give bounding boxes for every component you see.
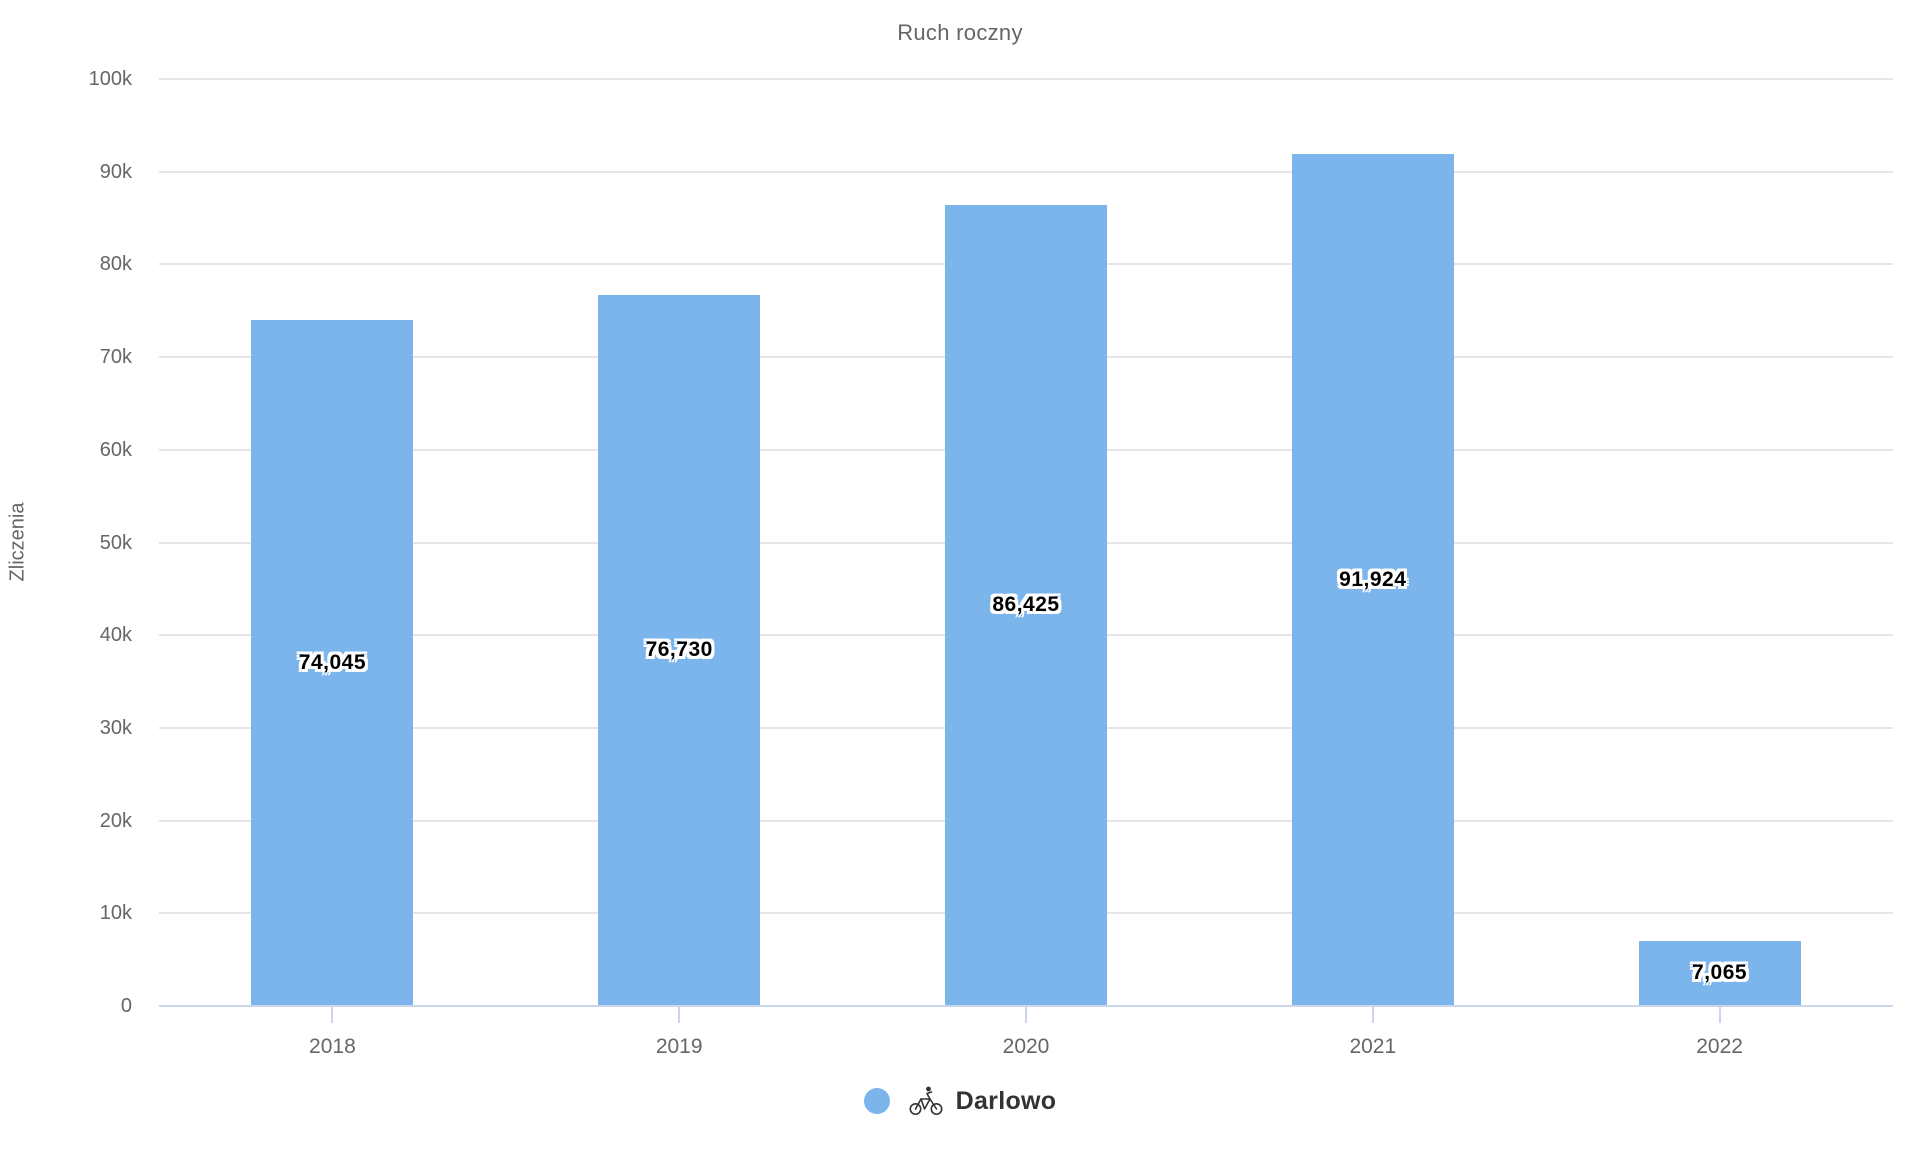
y-axis-tick-label: 80k — [99, 253, 132, 276]
chart-title: Ruch roczny — [897, 20, 1023, 45]
bar-slots: 74,045 76,730 86,425 91,924 7,065 — [159, 79, 1893, 1006]
legend-series-label: Darlowo — [955, 1086, 1057, 1115]
bar-2019[interactable]: 76,730 — [598, 294, 761, 1006]
x-axis-label-2022: 2022 — [1696, 1035, 1743, 1058]
category-slot-2021: 91,924 — [1199, 79, 1546, 1006]
legend-series-marker — [863, 1088, 890, 1114]
bar-value-label: 86,425 — [992, 593, 1060, 617]
legend-item-darlowo[interactable]: Darlowo — [863, 1084, 1057, 1118]
y-axis-tick-label: 40k — [99, 624, 132, 647]
x-axis-tick — [1025, 1007, 1027, 1023]
gridline — [159, 170, 1893, 173]
x-axis-label-2021: 2021 — [1349, 1035, 1397, 1058]
x-axis-tick — [1718, 1007, 1721, 1023]
y-axis-tick-label: 70k — [99, 346, 132, 369]
y-axis-tick-label: 90k — [99, 160, 132, 183]
x-axis-label-2018: 2018 — [309, 1035, 356, 1058]
y-axis-tick-label: 50k — [99, 531, 132, 554]
bar-2021[interactable]: 91,924 — [1291, 153, 1454, 1006]
category-slot-2020: 86,425 — [853, 79, 1200, 1006]
x-axis-tick — [331, 1007, 334, 1023]
y-axis-tick-label: 30k — [99, 716, 132, 739]
category-slot-2022: 7,065 — [1546, 79, 1893, 1006]
x-axis-tick — [678, 1007, 681, 1023]
y-axis-tick-label: 20k — [99, 809, 132, 832]
bar-value-label: 74,045 — [298, 650, 367, 674]
x-axis: 2018 2019 2020 2021 2022 — [159, 1007, 1893, 1077]
plot-area: 74,045 76,730 86,425 91,924 7,065 — [159, 78, 1893, 1006]
x-axis-label-2019: 2019 — [655, 1035, 703, 1058]
bar-2020[interactable]: 86,425 — [944, 204, 1107, 1006]
x-axis-tick — [1371, 1007, 1374, 1023]
y-axis-tick-label: 10k — [99, 902, 132, 925]
y-axis-tick-label: 100k — [88, 68, 132, 90]
bicycle-icon — [909, 1086, 943, 1115]
category-slot-2019: 76,730 — [506, 79, 853, 1006]
bar-value-label: 76,730 — [645, 638, 713, 662]
bar-2018[interactable]: 74,045 — [251, 319, 414, 1006]
bar-value-label: 91,924 — [1339, 567, 1407, 591]
y-axis-tick-label: 60k — [99, 438, 132, 461]
y-axis-labels: 0 10k 20k 30k 40k 50k 60k 70k 80k 90k 100k — [0, 69, 132, 1016]
x-axis-line — [159, 1005, 1893, 1007]
category-slot-2018: 74,045 — [159, 79, 506, 1006]
gridline — [159, 78, 1893, 80]
x-axis-label-2020: 2020 — [1002, 1035, 1050, 1058]
legend: Darlowo — [0, 1084, 1920, 1118]
bar-value-label: 7,065 — [1692, 961, 1748, 985]
bar-2022[interactable]: 7,065 — [1638, 940, 1801, 1006]
y-axis-tick-label: 0 — [120, 995, 132, 1017]
